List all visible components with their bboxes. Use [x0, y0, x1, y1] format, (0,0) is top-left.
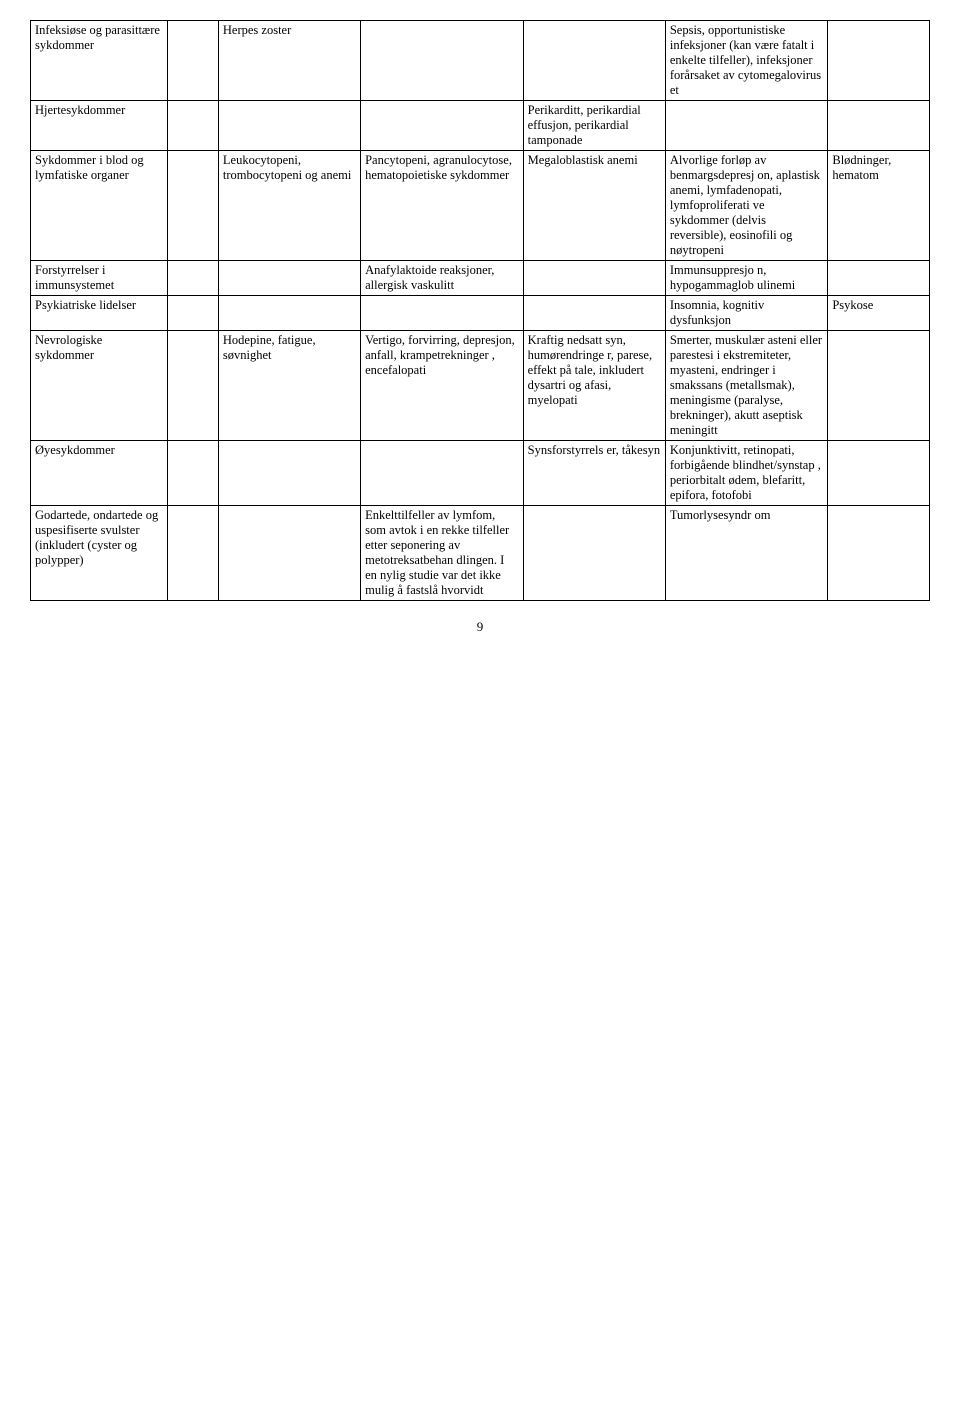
table-cell: Insomnia, kognitiv dysfunksjon [665, 296, 828, 331]
table-row: Godartede, ondartede og uspesifiserte sv… [31, 506, 930, 601]
table-cell: Godartede, ondartede og uspesifiserte sv… [31, 506, 168, 601]
table-cell: Herpes zoster [218, 21, 360, 101]
table-cell: Konjunktivitt, retinopati, forbigående b… [665, 441, 828, 506]
table-cell [168, 296, 219, 331]
table-cell [828, 441, 930, 506]
table-cell [828, 506, 930, 601]
table-cell: Smerter, muskulær asteni eller parestesi… [665, 331, 828, 441]
table-cell [168, 441, 219, 506]
table-cell [361, 441, 524, 506]
table-cell: Synsforstyrrels er, tåkesyn [523, 441, 665, 506]
table-cell [218, 296, 360, 331]
table-cell: Hodepine, fatigue, søvnighet [218, 331, 360, 441]
table-cell: Infeksiøse og parasittære sykdommer [31, 21, 168, 101]
table-cell: Vertigo, forvirring, depresjon, anfall, … [361, 331, 524, 441]
table-row: Nevrologiske sykdommer Hodepine, fatigue,… [31, 331, 930, 441]
table-cell: Forstyrrelser i immunsystemet [31, 261, 168, 296]
table-cell: Alvorlige forløp av benmargsdepresj on, … [665, 151, 828, 261]
table-cell [361, 101, 524, 151]
table-cell: Nevrologiske sykdommer [31, 331, 168, 441]
table-cell: Perikarditt, perikardial effusjon, perik… [523, 101, 665, 151]
adverse-effects-table: Infeksiøse og parasittære sykdommer Herpe… [30, 20, 930, 601]
table-cell [218, 261, 360, 296]
table-cell [828, 261, 930, 296]
table-cell: Leukocytopeni, trombocytopeni og anemi [218, 151, 360, 261]
table-cell: Sepsis, opportunistiske infeksjoner (kan… [665, 21, 828, 101]
table-cell [828, 101, 930, 151]
table-cell: Blødninger, hematom [828, 151, 930, 261]
table-cell [523, 261, 665, 296]
page-number: 9 [30, 619, 930, 635]
table-cell: Psykiatriske lidelser [31, 296, 168, 331]
table-cell [361, 21, 524, 101]
table-cell [168, 21, 219, 101]
table-cell [168, 331, 219, 441]
table-cell [218, 441, 360, 506]
table-cell: Megaloblastisk anemi [523, 151, 665, 261]
table-cell: Kraftig nedsatt syn, humørendringe r, pa… [523, 331, 665, 441]
table-cell [523, 21, 665, 101]
table-cell [218, 101, 360, 151]
table-cell [665, 101, 828, 151]
table-row: Øyesykdommer Synsforstyrrels er, tåkesynK… [31, 441, 930, 506]
table-cell: Anafylaktoide reaksjoner, allergisk vask… [361, 261, 524, 296]
table-cell: Psykose [828, 296, 930, 331]
table-cell: Enkelttilfeller av lymfom, som avtok i e… [361, 506, 524, 601]
table-row: Hjertesykdommer Perikarditt, perikardial … [31, 101, 930, 151]
table-cell [523, 296, 665, 331]
table-cell [523, 506, 665, 601]
table-cell [218, 506, 360, 601]
table-cell: Hjertesykdommer [31, 101, 168, 151]
table-row: Psykiatriske lidelser Insomnia, kognitiv … [31, 296, 930, 331]
table-cell [168, 506, 219, 601]
table-cell [828, 21, 930, 101]
table-cell: Immunsuppresjo n, hypogammaglob ulinemi [665, 261, 828, 296]
table-cell [168, 151, 219, 261]
table-cell: Pancytopeni, agranulocytose, hematopoiet… [361, 151, 524, 261]
table-row: Infeksiøse og parasittære sykdommer Herpe… [31, 21, 930, 101]
table-cell [361, 296, 524, 331]
table-row: Forstyrrelser i immunsystemet Anafylaktoi… [31, 261, 930, 296]
table-cell [168, 101, 219, 151]
table-cell: Sykdommer i blod og lymfatiske organer [31, 151, 168, 261]
table-row: Sykdommer i blod og lymfatiske organer Le… [31, 151, 930, 261]
table-cell [828, 331, 930, 441]
table-cell: Tumorlysesyndr om [665, 506, 828, 601]
table-cell [168, 261, 219, 296]
table-cell: Øyesykdommer [31, 441, 168, 506]
